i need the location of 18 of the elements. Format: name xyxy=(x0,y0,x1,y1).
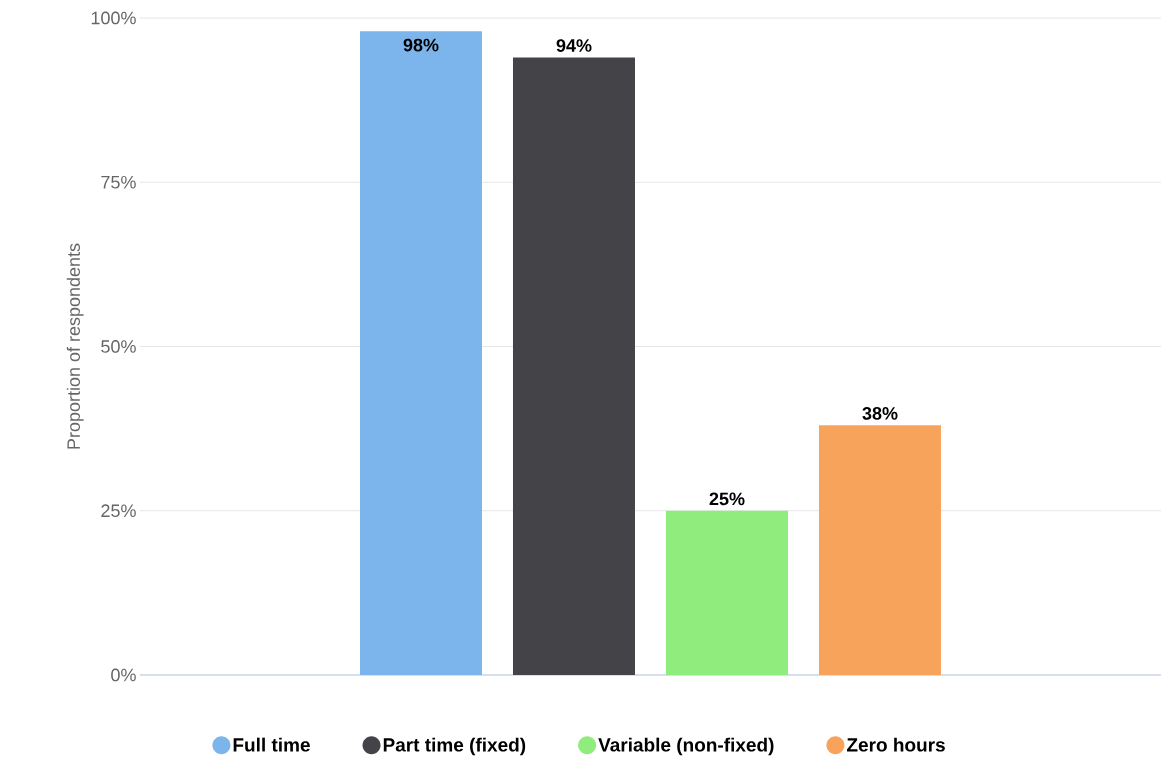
y-tick-label: 50% xyxy=(101,340,136,353)
data-label: 38% xyxy=(862,407,898,420)
legend-label: Zero hours xyxy=(846,737,945,752)
y-tick-label: 75% xyxy=(101,175,136,189)
data-label: 98% xyxy=(403,38,439,52)
y-tick-label: 25% xyxy=(101,504,136,518)
data-label: 25% xyxy=(709,492,745,506)
bar xyxy=(818,425,941,675)
bar xyxy=(665,510,788,675)
legend-label: Variable (non-fixed) xyxy=(598,737,774,756)
y-tick-label: 100% xyxy=(91,11,136,25)
data-label: 94% xyxy=(556,39,592,52)
legend-label: Full time xyxy=(233,737,310,752)
legend-label: Part time (fixed) xyxy=(383,737,526,756)
y-axis-title: Proportion of respondents xyxy=(66,243,84,449)
y-tick-label: 0% xyxy=(111,668,136,682)
bar xyxy=(359,31,482,675)
bar xyxy=(512,57,635,675)
